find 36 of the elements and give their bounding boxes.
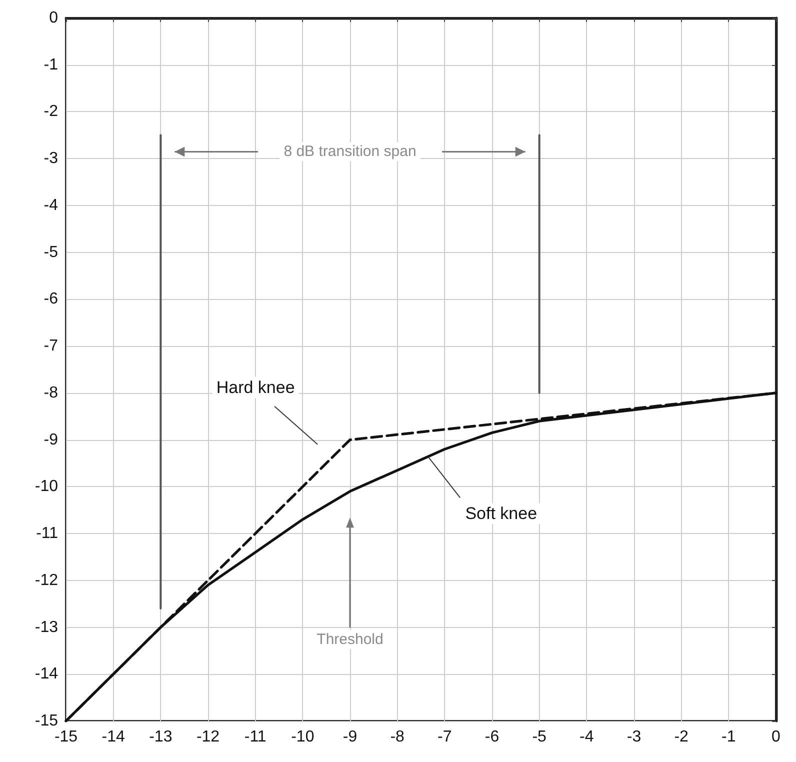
x-tick-label: -14 [102, 728, 125, 746]
y-tick-label: -13 [34, 618, 58, 636]
x-tick-label: -10 [291, 728, 314, 746]
x-tick-label: -8 [390, 728, 405, 746]
x-tick-label: -3 [626, 728, 642, 746]
y-tick-label: -5 [44, 244, 58, 261]
y-tick-label: -14 [34, 666, 58, 683]
x-tick-label: -1 [722, 728, 736, 746]
y-tick-label: -3 [44, 150, 58, 168]
y-tick-label: 0 [49, 10, 58, 26]
y-tick-label: -6 [44, 290, 58, 308]
y-tick-label: -8 [44, 384, 58, 402]
x-tick-label: -5 [532, 728, 547, 746]
x-tick-label: -2 [674, 728, 689, 746]
x-tick-label: 0 [772, 728, 781, 746]
y-tick-label: -11 [36, 525, 58, 542]
y-tick-label: -1 [44, 56, 58, 74]
y-tick-label: -12 [34, 572, 58, 589]
y-tick-label: -15 [34, 712, 58, 730]
y-tick-label: -2 [44, 103, 58, 120]
x-tick-label: -15 [54, 728, 78, 746]
x-tick-label: -7 [438, 728, 452, 746]
annotation: Threshold [316, 631, 384, 648]
x-tick-label: -12 [196, 728, 220, 746]
x-tick-label: -4 [580, 728, 594, 746]
x-tick-label: -11 [244, 728, 266, 746]
annotation: Hard knee [216, 378, 295, 397]
x-tick-label: -13 [149, 728, 172, 746]
y-tick-label: -9 [44, 431, 58, 448]
y-tick-label: -10 [34, 478, 58, 496]
annotation: 8 dB transition span [284, 143, 416, 160]
y-tick-label: -4 [44, 196, 58, 214]
x-tick-label: -9 [342, 728, 358, 746]
x-tick-label: -6 [484, 728, 500, 746]
y-tick-label: -7 [44, 338, 58, 355]
annotation: Soft knee [465, 504, 538, 524]
